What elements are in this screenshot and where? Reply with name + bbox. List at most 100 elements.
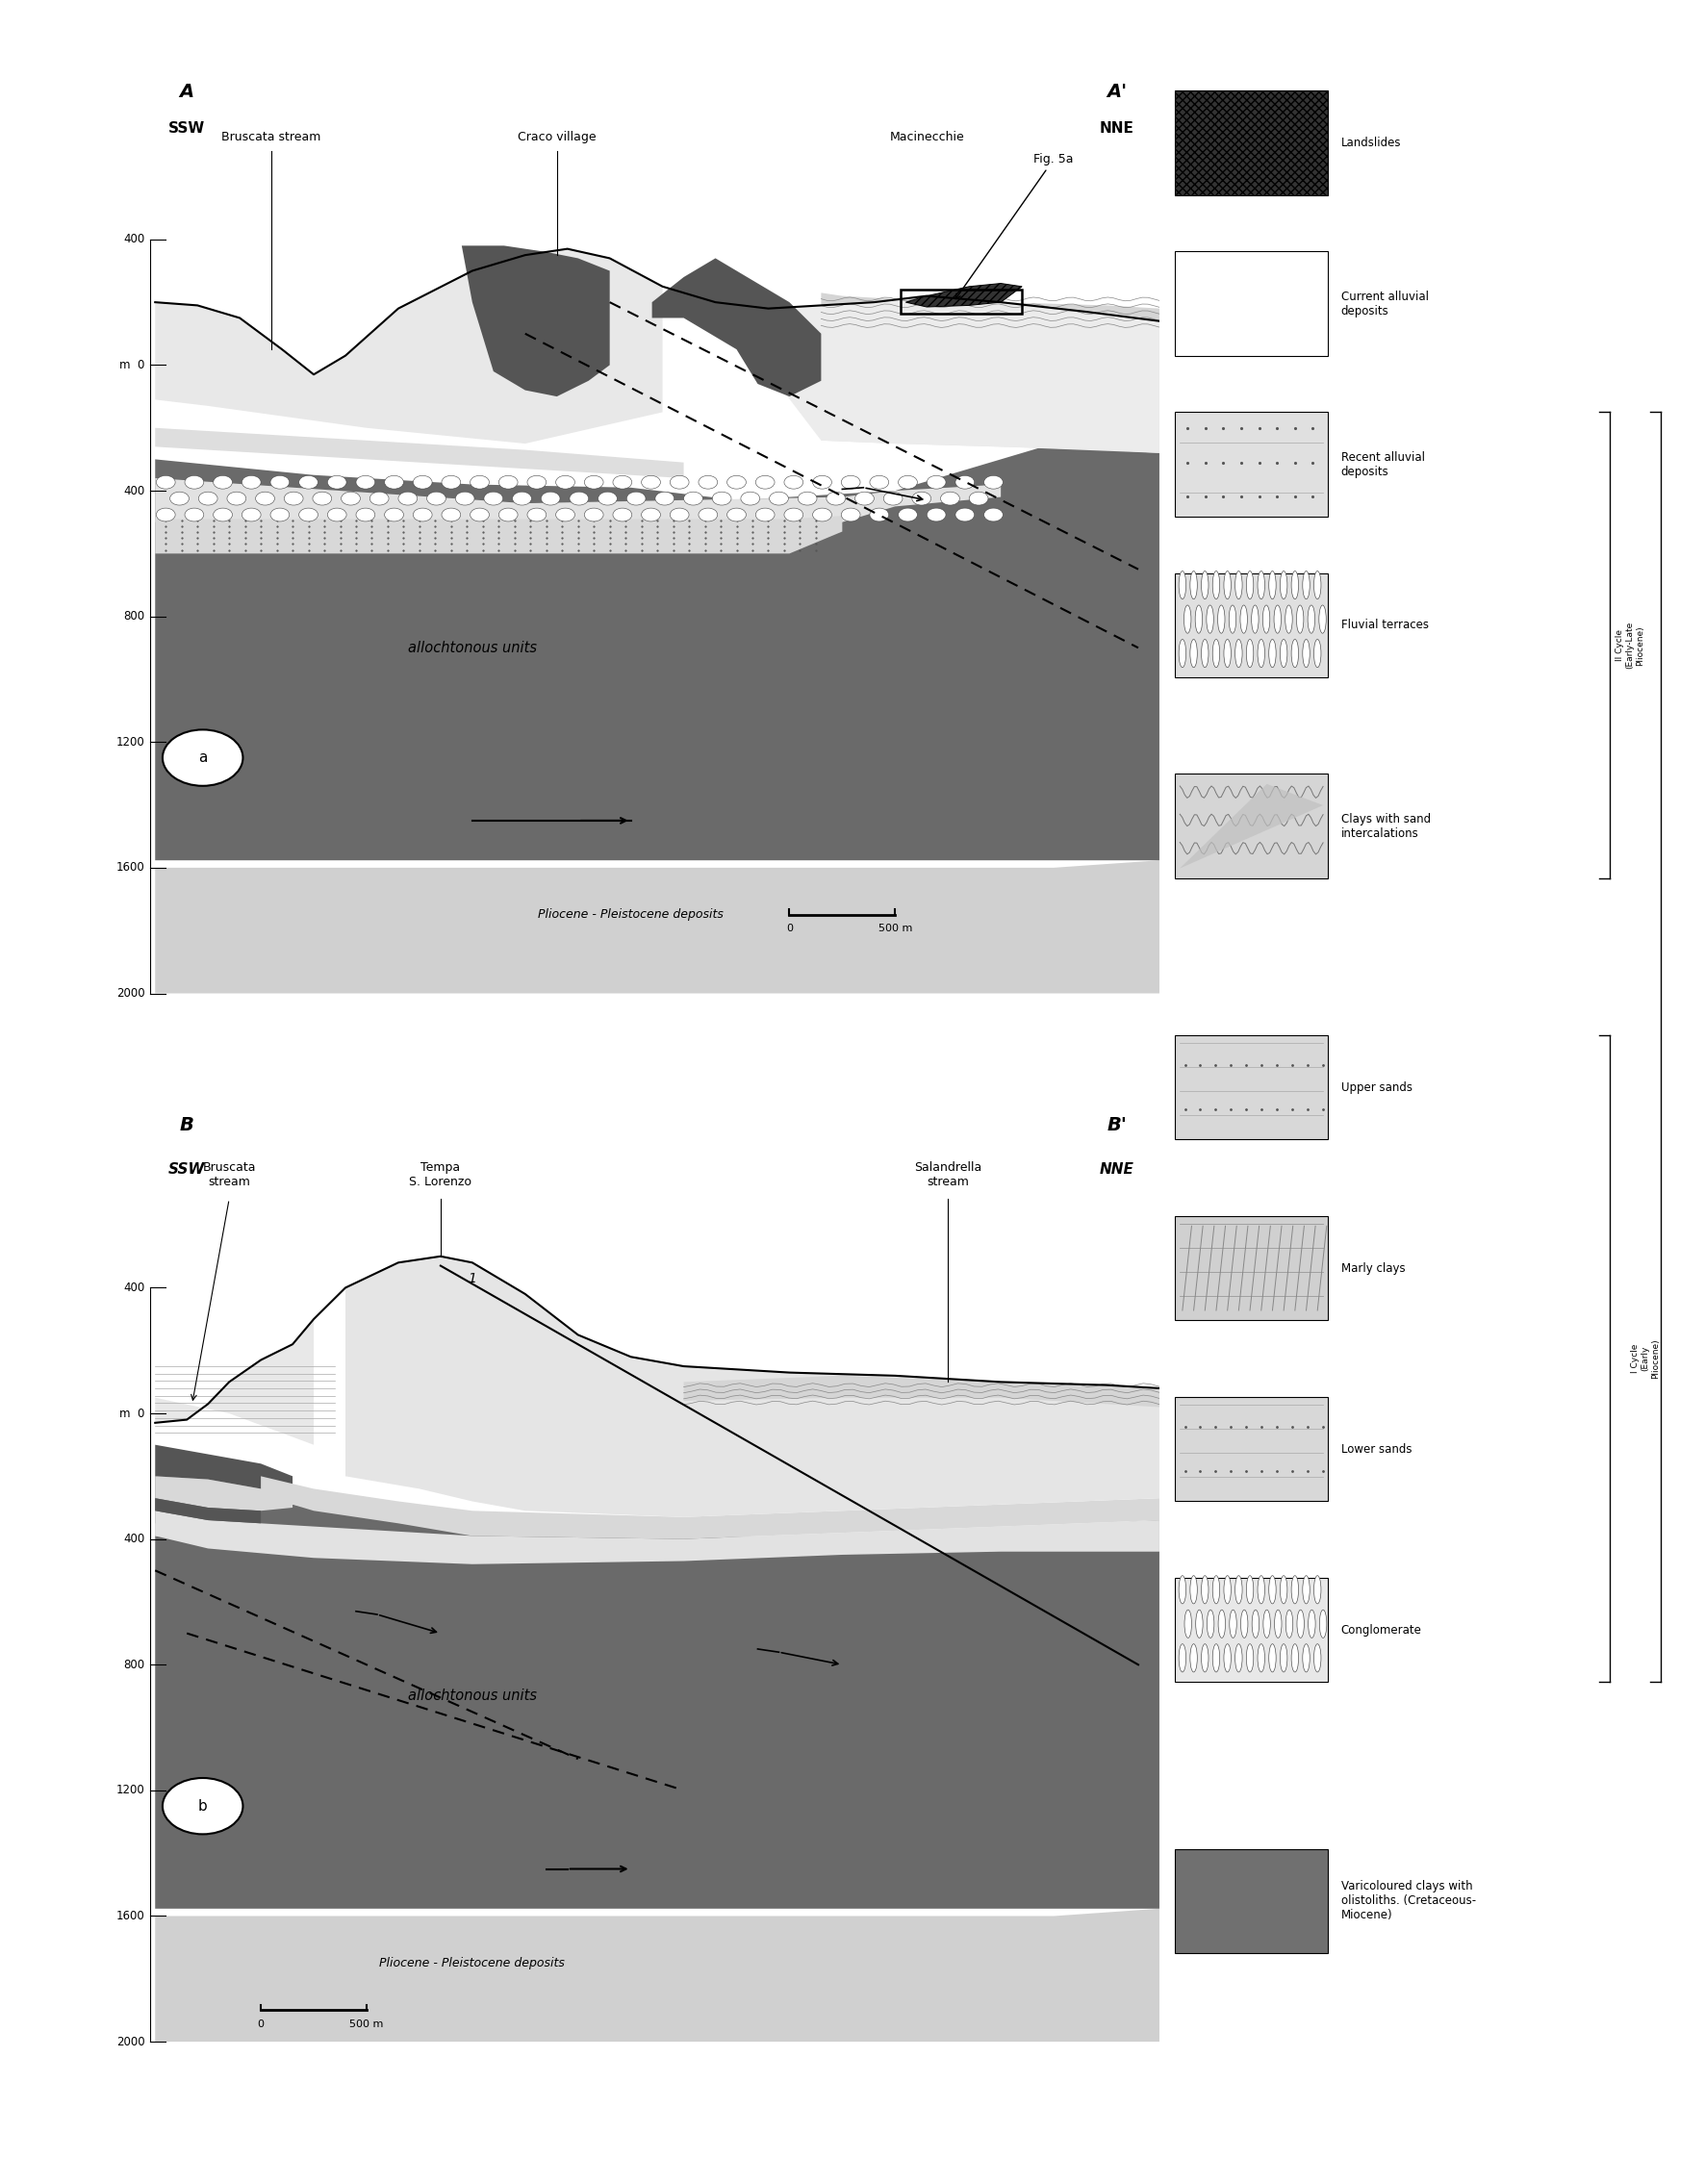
Circle shape: [1178, 1645, 1187, 1673]
Circle shape: [1315, 570, 1321, 598]
Circle shape: [1234, 1645, 1243, 1673]
Text: Fluvial terraces: Fluvial terraces: [1340, 618, 1429, 631]
Text: Macinecchie: Macinecchie: [890, 131, 965, 144]
Circle shape: [598, 491, 617, 505]
Circle shape: [1286, 605, 1292, 633]
Circle shape: [227, 491, 246, 505]
Bar: [1175, 413, 1328, 518]
Text: 1600: 1600: [116, 1909, 145, 1922]
Circle shape: [271, 509, 290, 522]
Text: SSW: SSW: [169, 1162, 205, 1177]
Polygon shape: [155, 428, 684, 478]
Circle shape: [1178, 570, 1187, 598]
Circle shape: [1315, 1575, 1321, 1603]
Circle shape: [627, 491, 646, 505]
Circle shape: [471, 476, 489, 489]
Circle shape: [813, 476, 832, 489]
Circle shape: [540, 491, 559, 505]
Circle shape: [1207, 605, 1214, 633]
Polygon shape: [155, 1498, 261, 1524]
Circle shape: [1280, 1645, 1287, 1673]
Circle shape: [370, 491, 389, 505]
Circle shape: [184, 509, 205, 522]
Circle shape: [798, 491, 817, 505]
Circle shape: [1251, 1610, 1258, 1638]
Circle shape: [684, 491, 702, 505]
Bar: [900, 290, 1021, 312]
Circle shape: [1315, 1645, 1321, 1673]
Circle shape: [442, 509, 460, 522]
Circle shape: [1224, 570, 1231, 598]
Circle shape: [1234, 1575, 1243, 1603]
Circle shape: [941, 491, 960, 505]
Circle shape: [413, 509, 431, 522]
Circle shape: [1185, 1610, 1192, 1638]
Circle shape: [1258, 1645, 1265, 1673]
Circle shape: [1202, 1575, 1209, 1603]
Circle shape: [413, 476, 431, 489]
Text: 500 m: 500 m: [350, 2020, 384, 2029]
Text: Salandrella
stream: Salandrella stream: [914, 1162, 982, 1188]
Circle shape: [755, 476, 774, 489]
Text: Conglomerate: Conglomerate: [1340, 1623, 1422, 1636]
Circle shape: [1246, 640, 1253, 668]
Circle shape: [841, 509, 861, 522]
Polygon shape: [155, 1511, 1159, 1564]
Circle shape: [484, 491, 503, 505]
Polygon shape: [822, 323, 1159, 380]
Circle shape: [740, 491, 760, 505]
Circle shape: [1246, 1575, 1253, 1603]
Circle shape: [1202, 640, 1209, 668]
Circle shape: [612, 476, 633, 489]
Circle shape: [556, 509, 575, 522]
Circle shape: [442, 476, 460, 489]
Circle shape: [471, 509, 489, 522]
Circle shape: [1303, 1645, 1309, 1673]
Text: NNE: NNE: [1100, 1162, 1134, 1177]
Polygon shape: [716, 297, 1159, 452]
Bar: [1175, 1216, 1328, 1321]
Text: Marly clays: Marly clays: [1340, 1262, 1405, 1275]
Circle shape: [641, 476, 660, 489]
Text: Bruscata stream: Bruscata stream: [222, 131, 321, 144]
Circle shape: [1224, 1575, 1231, 1603]
Text: 2000: 2000: [116, 2035, 145, 2049]
Circle shape: [385, 509, 404, 522]
Circle shape: [1280, 640, 1287, 668]
Circle shape: [1178, 640, 1187, 668]
Circle shape: [928, 476, 946, 489]
Text: allochtonous units: allochtonous units: [407, 1688, 537, 1704]
Circle shape: [955, 509, 974, 522]
Polygon shape: [1180, 784, 1323, 869]
Text: 0: 0: [257, 2020, 264, 2029]
Circle shape: [827, 491, 846, 505]
Circle shape: [569, 491, 588, 505]
Text: I Cycle
(Early
Pliocene): I Cycle (Early Pliocene): [1632, 1339, 1659, 1378]
Text: 1600: 1600: [116, 860, 145, 874]
Bar: [1175, 1577, 1328, 1682]
Text: 1: 1: [467, 1271, 477, 1284]
Circle shape: [1207, 1610, 1214, 1638]
Circle shape: [1296, 605, 1304, 633]
Text: B: B: [179, 1116, 194, 1133]
Circle shape: [1308, 1610, 1316, 1638]
Circle shape: [1190, 570, 1197, 598]
Polygon shape: [155, 249, 663, 443]
Circle shape: [1258, 570, 1265, 598]
Circle shape: [1229, 1610, 1236, 1638]
Text: b: b: [198, 1800, 208, 1813]
Text: B': B': [1107, 1116, 1127, 1133]
Polygon shape: [155, 860, 1159, 994]
Circle shape: [928, 509, 946, 522]
Circle shape: [513, 491, 532, 505]
Polygon shape: [261, 1476, 1159, 1540]
Bar: [1175, 572, 1328, 677]
Circle shape: [1229, 605, 1236, 633]
Circle shape: [1234, 570, 1243, 598]
Circle shape: [699, 509, 718, 522]
Circle shape: [899, 509, 917, 522]
Circle shape: [841, 476, 861, 489]
Circle shape: [1241, 1610, 1248, 1638]
Text: 2000: 2000: [116, 987, 145, 1000]
Text: 800: 800: [123, 609, 145, 622]
